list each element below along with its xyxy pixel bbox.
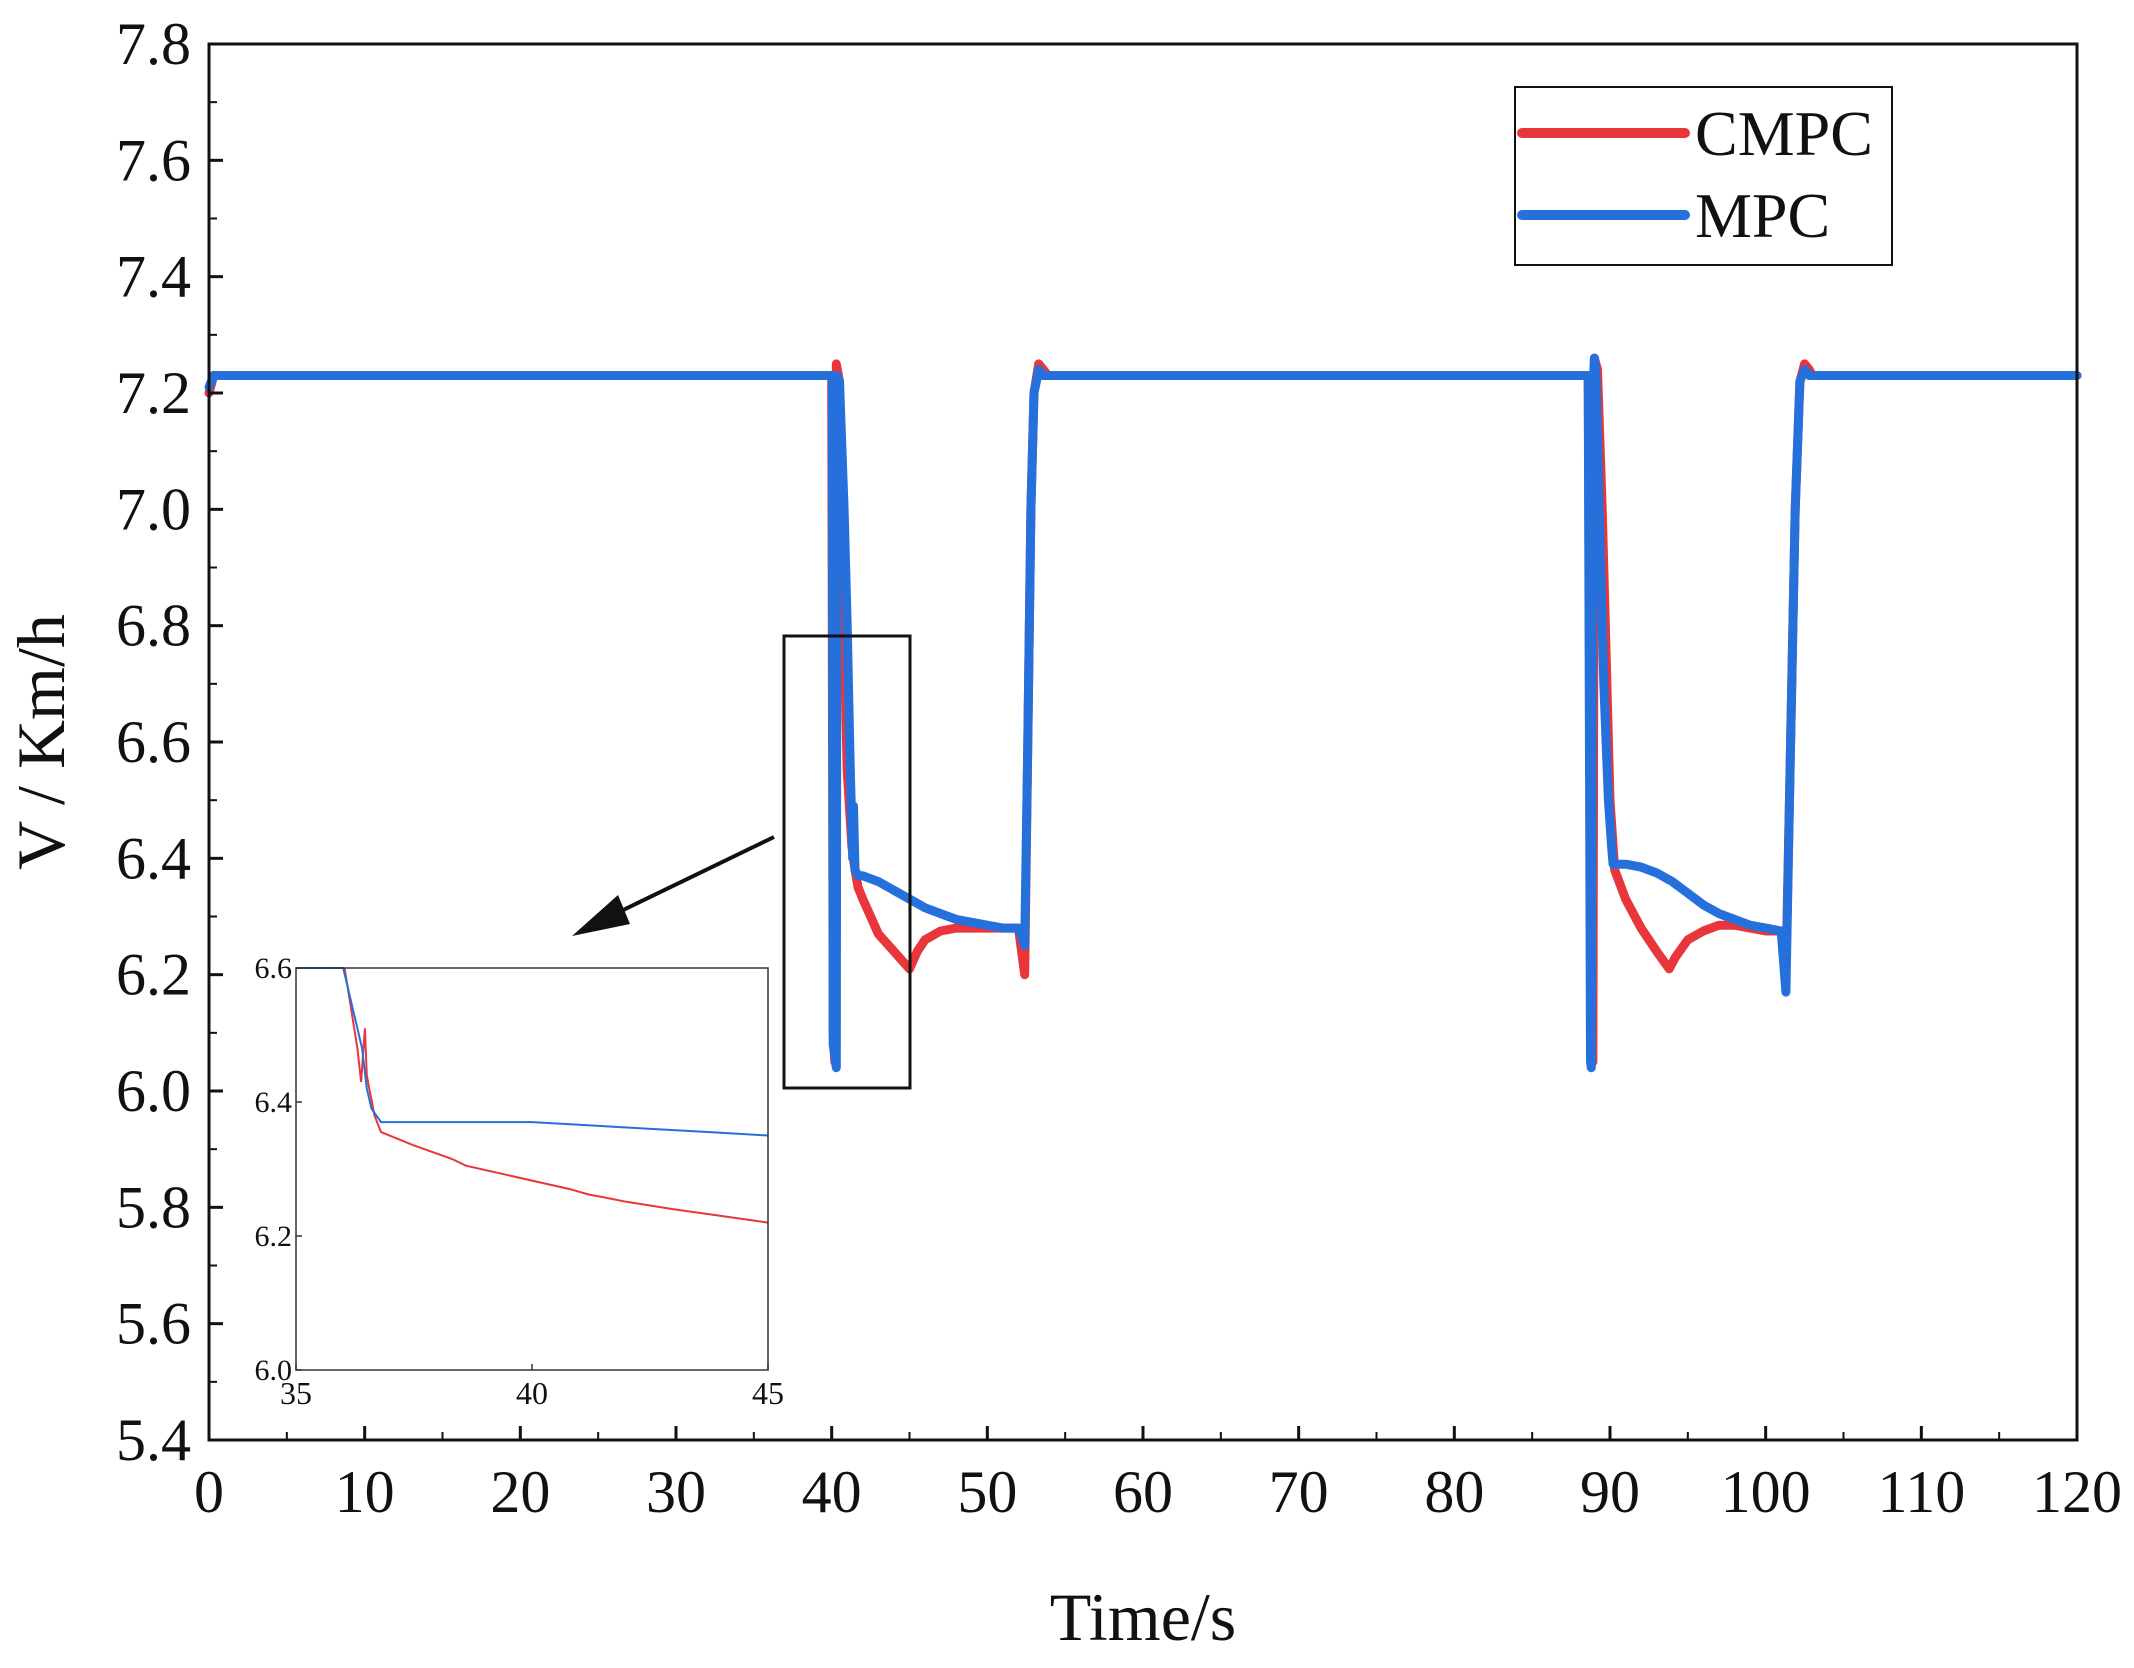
x-axis-title: Time/s — [1050, 1579, 1236, 1655]
inset-x-tick-label: 45 — [752, 1375, 784, 1411]
y-tick-label: 6.0 — [116, 1058, 191, 1124]
y-tick-label: 7.2 — [116, 360, 191, 426]
legend: CMPC MPC — [1514, 86, 1893, 266]
x-tick-label: 60 — [1113, 1459, 1173, 1525]
x-tick-label: 110 — [1877, 1459, 1965, 1525]
x-tick-label: 50 — [957, 1459, 1017, 1525]
inset-y-tick-label: 6.0 — [255, 1354, 293, 1387]
x-tick-label: 100 — [1721, 1459, 1811, 1525]
x-tick-label: 10 — [335, 1459, 395, 1525]
y-tick-label: 7.4 — [116, 244, 191, 310]
inset-y-tick-label: 6.6 — [255, 952, 293, 985]
series-line-mpc — [204, 353, 2082, 1073]
inset-x-tick-label: 40 — [516, 1375, 548, 1411]
inset-series-line-cmpc — [343, 967, 769, 1224]
y-tick-label: 6.8 — [116, 593, 191, 659]
y-tick-label: 6.6 — [116, 709, 191, 775]
x-tick-label: 0 — [194, 1459, 224, 1525]
x-tick-label: 90 — [1580, 1459, 1640, 1525]
inset-y-tick-label: 6.2 — [255, 1220, 293, 1253]
x-tick-label: 120 — [2032, 1459, 2122, 1525]
inset-x-axis: 35 40 45 — [280, 1364, 784, 1411]
x-tick-label: 30 — [646, 1459, 706, 1525]
y-tick-label: 6.2 — [116, 942, 191, 1008]
inset-background — [296, 968, 768, 1370]
y-tick-label: 7.0 — [116, 476, 191, 542]
main-series-group — [204, 353, 2082, 1073]
inset-chart: 35 40 45 6.0 6.2 6.4 6.6 — [255, 952, 785, 1411]
x-tick-label: 40 — [802, 1459, 862, 1525]
legend-box — [1514, 86, 1893, 266]
y-tick-label: 7.8 — [116, 11, 191, 77]
x-tick-label: 20 — [490, 1459, 550, 1525]
y-tick-label: 6.4 — [116, 825, 191, 891]
y-axis: 5.4 5.6 5.8 6.0 6.2 6.4 6.6 6.8 7.0 7.2 7.4 7.6 7.8 — [116, 11, 223, 1473]
zoom-region-box — [782, 634, 912, 1090]
x-tick-label: 70 — [1269, 1459, 1329, 1525]
inset-x-tick-label: 35 — [280, 1375, 312, 1411]
y-tick-label: 7.6 — [116, 127, 191, 193]
zoom-arrow-head — [572, 895, 630, 936]
y-tick-label: 5.8 — [116, 1174, 191, 1240]
legend-label-cmpc: CMPC — [1695, 98, 1873, 169]
y-tick-label: 5.6 — [116, 1291, 191, 1357]
inset-y-tick-label: 6.4 — [255, 1086, 293, 1119]
y-axis-title: V / Km/h — [3, 614, 79, 870]
y-tick-label: 5.4 — [116, 1407, 191, 1473]
x-tick-label: 80 — [1424, 1459, 1484, 1525]
legend-label-mpc: MPC — [1695, 180, 1830, 251]
x-axis: 0 10 20 30 40 50 60 70 80 90 100 110 120 — [194, 1426, 2122, 1525]
inset-y-axis: 6.0 6.2 6.4 6.6 — [255, 952, 302, 1387]
